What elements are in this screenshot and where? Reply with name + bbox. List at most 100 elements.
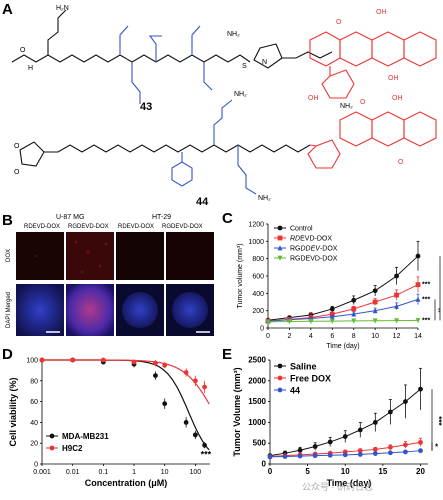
data-point (418, 386, 423, 392)
significance-mark: ** (434, 308, 440, 313)
data-point (351, 318, 357, 324)
column-label-4: RGDEVD-DOX (162, 224, 203, 230)
cell-line-label-1: U-87 MG (56, 214, 85, 221)
y-tick-label: 600 (252, 274, 264, 281)
legend-marker (277, 375, 283, 381)
x-tick-label: 6 (330, 333, 334, 340)
series-line (267, 255, 419, 321)
panel-e-chart: E 0 500 1000 1500 2000 2500 0 5 10 15 20 Time (day)… (222, 346, 443, 500)
legend-label: MDA-MB231 (62, 432, 109, 441)
column-label-2: RGDEVD-DOX (68, 224, 109, 230)
data-point (387, 450, 393, 456)
data-point (327, 439, 333, 445)
micrograph-dox-4 (166, 232, 214, 280)
y-tick-label: 800 (252, 256, 264, 263)
x-tick-label: 14 (414, 333, 422, 340)
data-point (297, 453, 303, 459)
legend-label: H9C2 (62, 444, 83, 453)
chart-e-svg: 0 500 1000 1500 2000 2500 0 5 10 15 20 Time (day) Tu… (232, 356, 443, 489)
data-point (415, 317, 421, 324)
svg-text:NH₂: NH₂ (227, 31, 240, 38)
svg-text:H₂N: H₂N (56, 5, 69, 12)
svg-text:OH: OH (392, 95, 403, 102)
data-point (403, 399, 408, 404)
data-point (192, 432, 198, 438)
data-point (357, 452, 363, 457)
data-point (394, 318, 399, 324)
micrograph-dapi-2 (66, 284, 114, 336)
significance-mark: *** (201, 449, 212, 459)
svg-text:NH₂: NH₂ (340, 103, 353, 110)
x-tick-label: 5 (305, 467, 310, 476)
legend-marker (49, 433, 55, 439)
column-label-3: RDEVD-DOX (118, 224, 155, 230)
legend-marker (277, 245, 283, 251)
data-point (131, 359, 137, 365)
data-point (327, 452, 333, 458)
legend-label: RDEVD-DOX (290, 236, 332, 243)
data-point (372, 451, 378, 456)
data-point (415, 253, 421, 259)
x-tick-label: 4 (309, 333, 313, 340)
legend-label: RGDEVD-DOX (290, 256, 338, 263)
data-point (267, 454, 273, 460)
y-axis-label: Tumor volume (mm³) (237, 243, 244, 308)
panel-c-letter: C (222, 210, 233, 227)
data-point (372, 447, 378, 452)
y-tick-label: 1500 (248, 397, 266, 406)
row-label-dapi: DAPI Merged (6, 291, 12, 328)
svg-text:NH₂: NH₂ (234, 91, 247, 98)
data-point (162, 401, 168, 407)
compound-43-atoms: H₂N H O NH₂ S N OH O OH NH₂ OH (20, 5, 399, 110)
fit-curve (42, 359, 210, 405)
y-tick-label: 500 (253, 439, 267, 448)
data-point (342, 452, 348, 458)
data-point (372, 318, 378, 324)
y-tick-label: 1200 (248, 222, 264, 229)
series-line (267, 284, 419, 322)
microscopy-grid (16, 232, 214, 336)
data-point (351, 306, 357, 312)
y-tick-label: 1000 (248, 239, 264, 246)
panel-d-chart: D 0 20 40 60 80 100 0.001 0.01 0.1 1 10 100 Concentr… (0, 346, 220, 500)
compound-44-atoms: O O NH₂ NH₂ OH O O (14, 91, 404, 202)
data-point (329, 313, 335, 320)
data-point (418, 448, 423, 454)
significance-mark: * (435, 443, 439, 452)
y-tick-label: 40 (30, 420, 38, 427)
panel-e-letter: E (222, 346, 233, 363)
svg-text:O: O (20, 47, 26, 54)
y-tick-label: 2000 (248, 376, 266, 385)
x-tick-label: 0.01 (66, 469, 80, 476)
data-point (387, 409, 393, 415)
data-point (282, 454, 288, 459)
series-1 (39, 357, 210, 405)
legend-label: Control (290, 226, 313, 233)
significance-mark: *** (434, 416, 443, 426)
x-axis-label: Concentration (μM) (85, 478, 168, 488)
micrograph-dox-1 (16, 232, 64, 280)
cell-line-label-2: HT-29 (152, 214, 172, 221)
data-point (415, 296, 421, 302)
x-tick-label: 0.1 (98, 469, 108, 476)
data-point (162, 362, 168, 368)
data-point (329, 318, 335, 324)
compound-43-structure (11, 9, 437, 104)
data-point (387, 444, 393, 450)
data-point (394, 273, 399, 279)
data-point (297, 447, 303, 453)
x-tick-label: 1 (132, 469, 136, 476)
legend-label: Free DOX (290, 374, 331, 384)
series-line (267, 319, 419, 323)
data-point (192, 378, 198, 384)
compound-44-structure (19, 99, 437, 195)
series-line (267, 298, 419, 322)
legend-label: RGDDEV-DOX (290, 246, 338, 253)
x-tick-label: 10 (371, 333, 379, 340)
y-tick-label: 2500 (248, 356, 266, 365)
svg-text:O: O (398, 159, 404, 166)
series-0 (265, 240, 421, 323)
row-label-dox: DOX (6, 248, 12, 262)
data-point (312, 453, 318, 459)
watermark: 公众号 · 研药日志 (302, 482, 373, 492)
